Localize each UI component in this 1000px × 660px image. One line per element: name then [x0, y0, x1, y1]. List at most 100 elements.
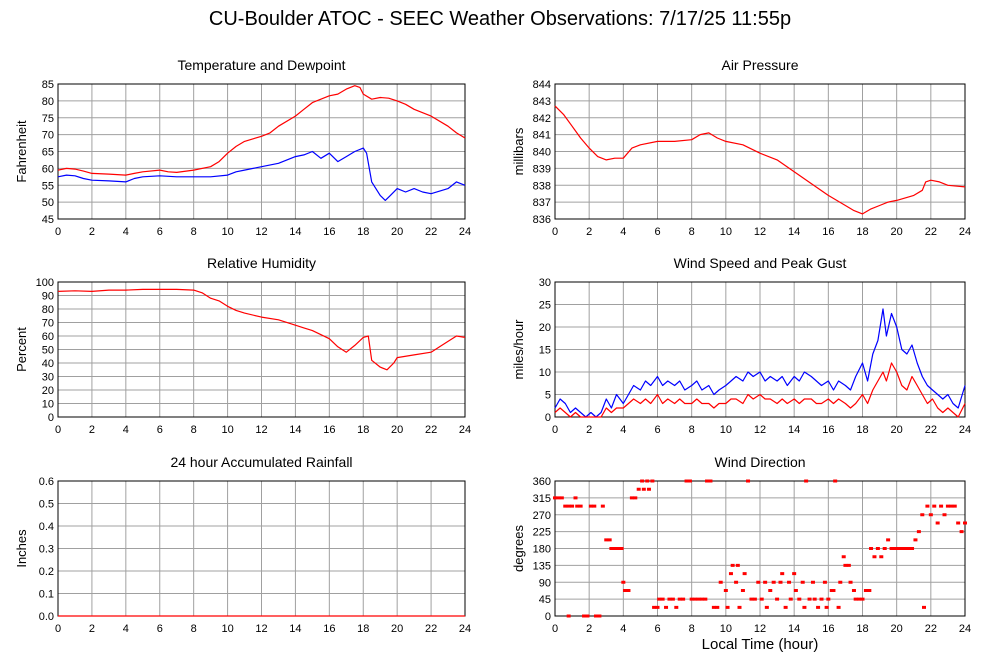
data-point	[910, 547, 915, 550]
x-tick-label: 2	[89, 424, 95, 436]
data-point	[759, 597, 764, 601]
x-tick-label: 6	[157, 623, 163, 635]
data-point	[687, 479, 692, 483]
chart-title: 24 hour Accumulated Rainfall	[170, 454, 352, 470]
y-tick-label: 30	[42, 372, 54, 384]
y-tick-label: 10	[42, 399, 54, 411]
x-tick-label: 8	[689, 623, 695, 635]
data-point	[592, 504, 597, 508]
y-tick-label: 10	[539, 367, 551, 379]
chart-title: Relative Humidity	[207, 255, 316, 271]
data-point	[597, 614, 602, 618]
x-axis-label: Local Time (hour)	[701, 636, 819, 653]
data-point	[920, 513, 925, 517]
data-point	[922, 605, 926, 609]
data-point	[824, 605, 829, 609]
x-tick-label: 20	[391, 226, 403, 238]
plot-frame	[554, 281, 966, 418]
series-line-red	[554, 105, 966, 215]
y-tick-label: 0	[545, 412, 551, 424]
x-tick-label: 10	[720, 623, 732, 635]
x-tick-label: 22	[425, 623, 437, 635]
data-point	[646, 487, 651, 491]
data-point	[705, 479, 710, 483]
x-tick-label: 8	[191, 226, 197, 238]
x-tick-label: 16	[323, 623, 335, 635]
data-point	[711, 605, 716, 609]
x-tick-label: 10	[720, 424, 732, 436]
y-tick-label: 841	[533, 130, 551, 142]
x-tick-label: 4	[123, 226, 129, 238]
y-tick-label: 0.3	[39, 544, 54, 556]
chart-pressure: Air Pressuremillibars8368378388398408418…	[511, 57, 971, 238]
data-point	[863, 589, 868, 592]
x-tick-label: 4	[123, 623, 129, 635]
data-point	[802, 605, 807, 609]
y-tick-label: 180	[533, 544, 551, 556]
y-tick-label: 80	[42, 96, 54, 108]
chart-temp: Temperature and Dewpoint Fahrenheit 45 50 55…	[14, 57, 471, 238]
data-point	[566, 614, 571, 618]
x-tick-label: 24	[959, 623, 971, 635]
data-point	[609, 547, 614, 550]
y-tick-label: 836	[533, 214, 551, 226]
x-tick-label: 22	[425, 424, 437, 436]
x-tick-label: 6	[654, 623, 660, 635]
y-tick-label: 315	[533, 493, 551, 505]
data-point	[792, 572, 797, 576]
chart-direction: Wind Directiondegrees0459013518022527031…	[511, 454, 971, 635]
data-point	[896, 547, 901, 550]
y-tick-label: 85	[42, 79, 54, 91]
x-tick-label: 16	[822, 424, 834, 436]
y-tick-label: 80	[42, 304, 54, 316]
y-tick-label: 225	[533, 527, 551, 539]
data-point	[857, 597, 862, 601]
x-tick-label: 4	[123, 424, 129, 436]
data-point	[939, 504, 944, 508]
data-point	[566, 504, 571, 508]
data-point	[636, 487, 641, 491]
x-tick-label: 14	[788, 623, 800, 635]
series-line-blue	[554, 308, 966, 418]
chart-title: Wind Direction	[714, 454, 805, 470]
data-point	[570, 504, 575, 508]
x-tick-label: 22	[925, 424, 937, 436]
data-point	[797, 597, 802, 601]
data-point	[879, 555, 884, 559]
data-point	[734, 580, 739, 584]
data-point	[816, 605, 821, 609]
x-tick-label: 18	[856, 226, 868, 238]
y-axis-label: miles/hour	[511, 319, 526, 380]
data-point	[886, 538, 891, 542]
x-tick-label: 2	[586, 623, 592, 635]
data-point	[684, 479, 689, 483]
data-point	[928, 513, 933, 517]
x-tick-label: 16	[822, 226, 834, 238]
data-point	[689, 597, 694, 601]
data-point	[913, 538, 918, 542]
y-tick-label: 40	[42, 358, 54, 370]
data-point	[655, 605, 660, 609]
y-tick-label: 50	[42, 345, 54, 357]
page-title: CU-Boulder ATOC - SEEC Weather Observati…	[208, 8, 792, 30]
chart-title: Wind Speed and Peak Gust	[674, 255, 847, 271]
x-tick-label: 8	[689, 226, 695, 238]
data-point	[652, 605, 657, 609]
data-point	[959, 530, 964, 534]
y-tick-label: 135	[533, 560, 551, 572]
y-tick-label: 0	[48, 412, 54, 424]
series-line-red	[554, 362, 966, 418]
data-point	[925, 504, 930, 508]
data-point	[768, 589, 773, 592]
x-tick-label: 2	[89, 226, 95, 238]
data-point	[650, 479, 655, 483]
data-point	[807, 597, 812, 601]
data-point	[578, 504, 583, 508]
data-point	[903, 547, 908, 550]
data-point	[715, 605, 720, 609]
y-tick-label: 842	[533, 113, 551, 125]
data-point	[640, 479, 645, 483]
data-point	[899, 547, 904, 550]
x-tick-label: 24	[959, 226, 971, 238]
